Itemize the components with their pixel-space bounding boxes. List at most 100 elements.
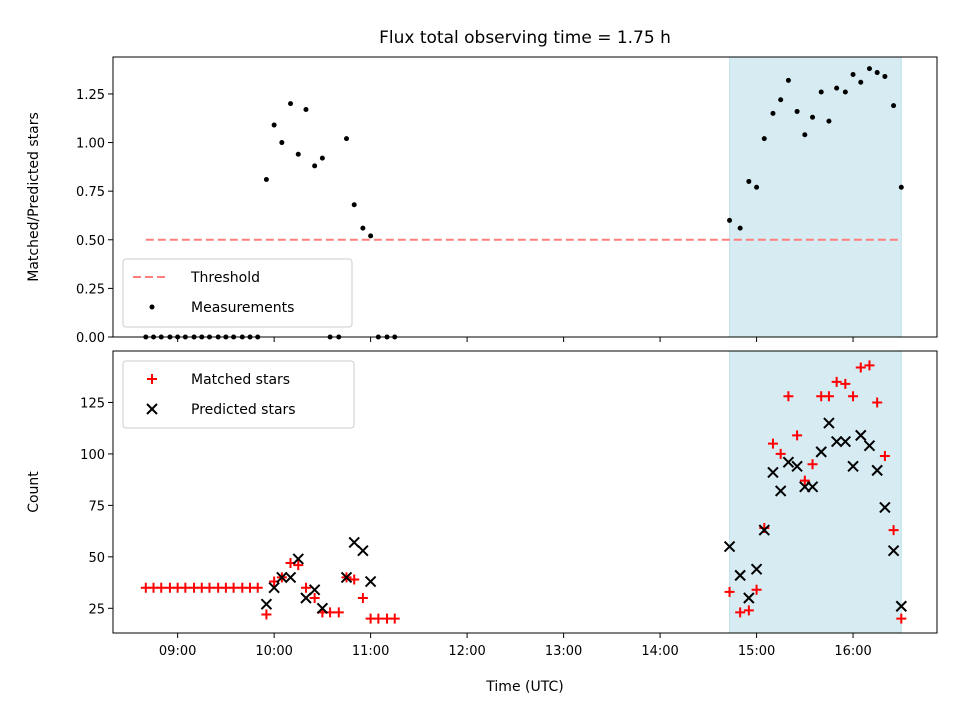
data-point — [783, 391, 794, 402]
y-tick-label: 0.00 — [76, 331, 105, 346]
y-tick-label: 0.50 — [76, 234, 105, 249]
data-point — [767, 438, 778, 449]
data-point — [792, 430, 803, 441]
data-point — [156, 582, 167, 593]
data-point — [737, 225, 743, 231]
data-point — [333, 607, 344, 618]
legend-label: Measurements — [191, 300, 294, 316]
data-point — [389, 613, 400, 624]
data-point — [724, 586, 735, 597]
data-point — [840, 378, 851, 389]
data-point — [295, 151, 301, 157]
data-point — [895, 600, 908, 612]
data-point — [891, 103, 897, 109]
data-point — [778, 97, 784, 103]
data-point — [292, 553, 304, 565]
data-point — [368, 233, 374, 239]
data-point — [815, 446, 827, 458]
data-point — [879, 450, 890, 461]
data-point — [791, 460, 803, 472]
y-tick-label: 75 — [88, 499, 105, 514]
data-point — [888, 525, 899, 536]
data-point — [842, 89, 848, 95]
legend: Matched stars Predicted stars — [122, 360, 355, 429]
y-tick-label: 100 — [80, 448, 105, 463]
data-point — [364, 575, 377, 588]
data-point — [754, 184, 760, 190]
chart-title: Flux total observing time = 1.75 h — [379, 28, 671, 48]
y-axis-label: Matched/Predicted stars — [26, 112, 42, 282]
data-point — [316, 602, 329, 615]
data-point — [343, 136, 349, 142]
axes-frame — [112, 56, 938, 338]
data-point — [855, 429, 867, 442]
legend-entry: Matched stars — [147, 372, 290, 388]
series-2 — [260, 417, 908, 615]
data-point — [848, 391, 859, 402]
data-point — [746, 178, 752, 184]
data-point — [871, 464, 883, 477]
data-point — [340, 571, 353, 584]
x-tick-label: 15:00 — [738, 644, 775, 659]
shaded-span — [729, 56, 902, 338]
bottom-panel: 25 50 75 100 125 09:00 10:00 11:00 12:00 13:00 14:… — [26, 350, 938, 695]
legend-label: Predicted stars — [191, 402, 296, 418]
legend-swatch — [149, 304, 155, 310]
x-tick-label: 09:00 — [159, 644, 196, 659]
legend-box — [122, 360, 355, 429]
x-tick-label: 13:00 — [545, 644, 582, 659]
data-point — [807, 459, 818, 470]
x-tick-label: 10:00 — [255, 644, 292, 659]
data-point — [357, 544, 369, 557]
data-point — [834, 85, 840, 91]
data-point — [898, 184, 904, 190]
data-point — [261, 609, 272, 620]
data-point — [228, 582, 239, 593]
x-axis-label: Time (UTC) — [485, 679, 563, 695]
data-point — [300, 592, 312, 604]
data-point — [750, 563, 763, 575]
data-point — [351, 202, 357, 208]
data-point — [360, 225, 366, 231]
data-point — [303, 107, 309, 112]
data-point — [770, 110, 776, 116]
legend-entry: Measurements — [149, 300, 294, 316]
data-point — [268, 582, 280, 594]
y-axis-label: Count — [26, 471, 42, 513]
data-point — [263, 177, 269, 182]
legend-box — [122, 258, 353, 328]
data-point — [348, 536, 360, 549]
data-point — [260, 598, 273, 610]
data-point — [284, 571, 297, 584]
data-point — [357, 593, 368, 604]
data-point — [252, 582, 263, 593]
data-point — [830, 435, 843, 448]
y-tick-label: 1.25 — [76, 88, 105, 103]
data-point — [823, 391, 834, 402]
legend-label: Threshold — [190, 270, 260, 286]
data-point — [810, 114, 816, 120]
legend-entry: Threshold — [133, 270, 260, 286]
data-point — [874, 70, 880, 76]
data-point — [850, 72, 856, 77]
series-1 — [140, 360, 907, 624]
x-tick-label: 11:00 — [352, 644, 389, 659]
data-point — [847, 460, 859, 472]
data-point — [288, 101, 294, 107]
data-point — [863, 439, 876, 452]
data-point — [204, 582, 215, 593]
data-point — [896, 613, 907, 624]
data-point — [823, 417, 835, 429]
x-tick-label: 12:00 — [448, 644, 485, 659]
data-point — [785, 77, 791, 83]
data-point — [349, 574, 360, 585]
data-point — [872, 397, 883, 408]
legend-swatch — [146, 403, 158, 415]
data-point — [864, 360, 875, 371]
legend-swatch — [147, 374, 157, 384]
data-point — [818, 89, 824, 95]
data-point — [373, 613, 384, 624]
y-tick-label: 50 — [88, 551, 105, 566]
data-point — [734, 569, 746, 582]
